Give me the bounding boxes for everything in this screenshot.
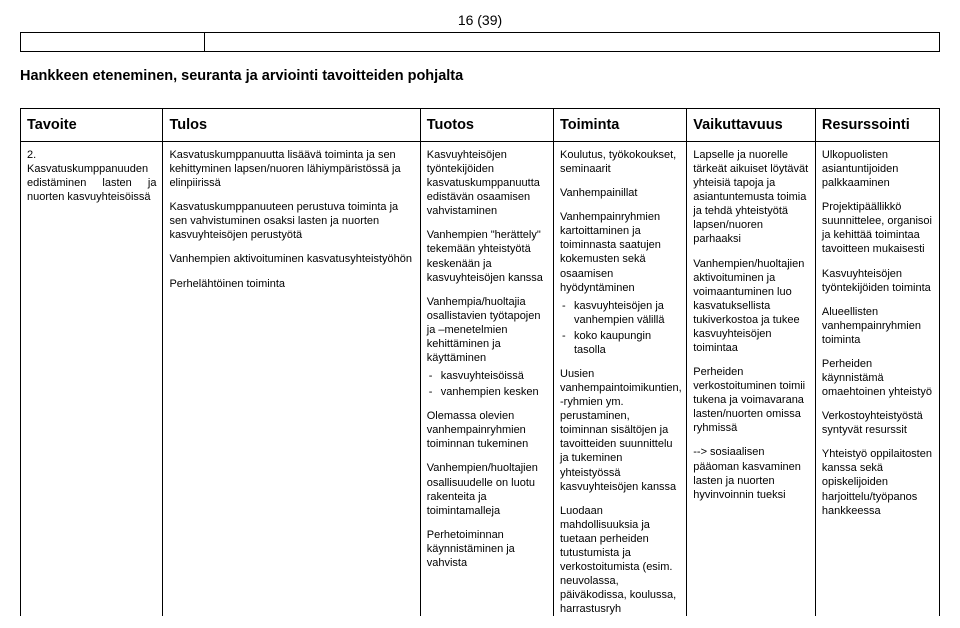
res-p3: Kasvuyhteisöjen työntekijöiden toiminta [822, 267, 933, 295]
cell-toiminta: Koulutus, työkokoukset, seminaarit Vanhe… [554, 142, 687, 617]
tuotos-p4: Olemassa olevien vanhempainryhmien toimi… [427, 409, 547, 451]
tulos-p1: Kasvatuskumppanuutta lisäävä toiminta ja… [169, 148, 413, 190]
res-p2: Projektipäällikkö suunnittelee, organiso… [822, 200, 933, 256]
res-p1: Ulkopuolisten asiantuntijoiden palkkaami… [822, 148, 933, 190]
tuotos-p3: Vanhempia/huoltajia osallistavien työtap… [427, 295, 547, 400]
tuotos-p3-li2: vanhempien kesken [441, 385, 547, 399]
col-vaikuttavuus: Vaikuttavuus [687, 109, 816, 142]
cell-vaikuttavuus: Lapselle ja nuorelle tärkeät aikuiset lö… [687, 142, 816, 617]
res-p7: Yhteistyö oppilaitosten kanssa sekä opis… [822, 447, 933, 517]
table-header-row: Tavoite Tulos Tuotos Toiminta Vaikuttavu… [21, 109, 940, 142]
tuotos-p3-li1: kasvuyhteisöissä [441, 369, 547, 383]
main-table: Tavoite Tulos Tuotos Toiminta Vaikuttavu… [20, 108, 940, 616]
page-num-rule [20, 32, 940, 52]
toiminta-p3: Vanhempainryhmien kartoittaminen ja toim… [560, 210, 680, 357]
toiminta-p4: Uusien vanhempaintoimikuntien, -ryhmien … [560, 367, 680, 494]
tulos-p3: Vanhempien aktivoituminen kasvatusyhteis… [169, 252, 413, 266]
page: 16 (39) Hankkeen eteneminen, seuranta ja… [0, 0, 960, 628]
tuotos-p3-list: kasvuyhteisöissä vanhempien kesken [427, 369, 547, 399]
tuotos-p1: Kasvuyhteisöjen työntekijöiden kasvatusk… [427, 148, 547, 218]
toiminta-p2: Vanhempainillat [560, 186, 680, 200]
cell-tuotos: Kasvuyhteisöjen työntekijöiden kasvatusk… [420, 142, 553, 617]
vaik-p4: --> sosiaalisen pääoman kasvaminen laste… [693, 445, 809, 501]
cell-resurssointi: Ulkopuolisten asiantuntijoiden palkkaami… [815, 142, 939, 617]
col-resurssointi: Resurssointi [815, 109, 939, 142]
col-tavoite: Tavoite [21, 109, 163, 142]
page-number: 16 (39) [20, 12, 940, 28]
toiminta-p5: Luodaan mahdollisuuksia ja tuetaan perhe… [560, 504, 680, 617]
col-toiminta: Toiminta [554, 109, 687, 142]
tuotos-p5: Vanhempien/huoltajien osallisuudelle on … [427, 461, 547, 517]
col-tuotos: Tuotos [420, 109, 553, 142]
tulos-p4: Perhelähtöinen toiminta [169, 277, 413, 291]
table-row: 2. Kasvatuskumppanuuden edistäminen last… [21, 142, 940, 617]
vaik-p3: Perheiden verkostoituminen toimii tukena… [693, 365, 809, 435]
col-tulos: Tulos [163, 109, 420, 142]
rule-cell-right [204, 33, 939, 52]
section-title: Hankkeen eteneminen, seuranta ja arvioin… [20, 68, 940, 84]
rule-cell-left [21, 33, 205, 52]
toiminta-p3-li1: kasvuyhteisöjen ja vanhempien välillä [574, 299, 680, 327]
toiminta-p3-li2: koko kaupungin tasolla [574, 329, 680, 357]
toiminta-p3-list: kasvuyhteisöjen ja vanhempien välillä ko… [560, 299, 680, 357]
cell-tavoite: 2. Kasvatuskumppanuuden edistäminen last… [21, 142, 163, 617]
row-label: 2. Kasvatuskumppanuuden edistäminen last… [27, 148, 156, 204]
toiminta-p1: Koulutus, työkokoukset, seminaarit [560, 148, 680, 176]
toiminta-p3-text: Vanhempainryhmien kartoittaminen ja toim… [560, 211, 661, 293]
res-p5: Perheiden käynnistämä omaehtoinen yhteis… [822, 357, 933, 399]
res-p4: Alueellisten vanhempainryhmien toiminta [822, 305, 933, 347]
tuotos-p6: Perhetoiminnan käynnistäminen ja vahvist… [427, 528, 547, 570]
cell-tulos: Kasvatuskumppanuutta lisäävä toiminta ja… [163, 142, 420, 617]
tulos-p2: Kasvatuskumppanuuteen perustuva toiminta… [169, 200, 413, 242]
res-p6: Verkostoyhteistyöstä syntyvät resurssit [822, 409, 933, 437]
vaik-p2: Vanhempien/huoltajien aktivoituminen ja … [693, 257, 809, 356]
tuotos-p3-text: Vanhempia/huoltajia osallistavien työtap… [427, 296, 541, 364]
tuotos-p2: Vanhempien "herättely" tekemään yhteisty… [427, 228, 547, 284]
vaik-p1: Lapselle ja nuorelle tärkeät aikuiset lö… [693, 148, 809, 247]
